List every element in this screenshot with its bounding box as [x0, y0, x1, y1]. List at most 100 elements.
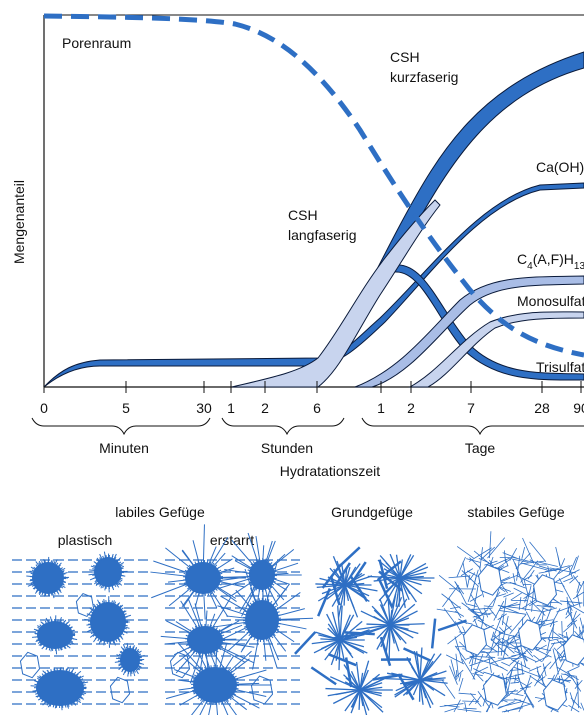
- porenraum-curve: [44, 16, 584, 355]
- grain: [32, 562, 64, 594]
- crystal: [519, 620, 542, 650]
- needle: [381, 637, 390, 666]
- fiber: [550, 608, 560, 626]
- crystal: [110, 677, 129, 702]
- brace: [32, 418, 210, 434]
- curve-label: langfaserig: [288, 227, 357, 243]
- fiber: [437, 609, 459, 613]
- curve-label: CSH: [390, 49, 420, 65]
- grain: [187, 626, 223, 654]
- fiber: [442, 680, 455, 699]
- fiber: [573, 592, 584, 599]
- fiber: [457, 709, 481, 712]
- fiber: [489, 608, 496, 617]
- label-part: C: [517, 251, 527, 267]
- label-part: Ca(OH): [536, 159, 584, 175]
- needle: [340, 640, 364, 653]
- label-part: (A,F)H: [533, 251, 574, 267]
- x-tick-label: 5: [122, 400, 130, 416]
- grain: [245, 600, 279, 640]
- fiber: [503, 632, 518, 652]
- caoh-band: [318, 183, 584, 366]
- crystal: [76, 594, 93, 617]
- x-tick-label: 6: [313, 400, 321, 416]
- fiber: [567, 667, 579, 673]
- y-axis-label: Mengenanteil: [11, 180, 27, 264]
- grain: [94, 557, 122, 587]
- fiber: [519, 696, 526, 712]
- fiber: [537, 562, 558, 567]
- grain: [185, 562, 221, 594]
- x-tick-label: 90: [573, 400, 584, 416]
- fiber: [462, 659, 475, 680]
- fiber: [539, 569, 561, 573]
- x-tick-label: 1: [227, 400, 235, 416]
- diagram: Porenraum CSH kurzfaserig CSH langfaseri…: [0, 0, 584, 715]
- group-label: Tage: [465, 440, 496, 456]
- fiber: [455, 581, 464, 594]
- fiber: [470, 693, 481, 707]
- fiber: [457, 546, 473, 558]
- label-sub: 13: [574, 261, 584, 272]
- fiber: [444, 608, 456, 624]
- x-tick-label: 2: [261, 400, 269, 416]
- fiber: [501, 662, 510, 666]
- fiber: [521, 662, 523, 675]
- fiber: [511, 593, 522, 600]
- fiber: [562, 621, 563, 637]
- fiber: [513, 573, 515, 583]
- fiber: [522, 547, 525, 559]
- fiber: [475, 672, 484, 681]
- crystal: [464, 625, 487, 655]
- fiber: [455, 582, 466, 605]
- brace: [222, 418, 344, 434]
- fiber: [503, 593, 513, 597]
- fiber: [568, 705, 579, 712]
- fiber: [461, 569, 473, 576]
- fiber: [535, 656, 549, 663]
- fiber: [463, 708, 476, 709]
- fiber: [566, 632, 567, 640]
- fiber: [459, 693, 476, 694]
- needle: [432, 619, 435, 649]
- fiber: [525, 675, 531, 694]
- group-label: Stunden: [261, 440, 313, 456]
- fiber: [459, 673, 461, 681]
- grain: [37, 621, 73, 649]
- fiber: [529, 666, 541, 671]
- structure-label: Grundgefüge: [331, 504, 413, 520]
- fiber: [456, 670, 457, 679]
- fiber: [465, 702, 467, 712]
- fiber: [454, 700, 460, 712]
- curve-label: C4(A,F)H13: [517, 251, 584, 272]
- grain: [90, 602, 126, 642]
- grain: [120, 648, 140, 672]
- curve-label: Porenraum: [62, 35, 131, 51]
- fiber: [469, 558, 479, 567]
- needle: [295, 632, 315, 654]
- curve-label: kurzfaserig: [390, 69, 458, 85]
- x-tick-label: 1: [377, 400, 385, 416]
- fiber: [499, 701, 524, 707]
- fiber: [442, 594, 461, 609]
- fiber: [456, 670, 463, 677]
- fiber: [542, 675, 543, 685]
- x-tick-label: 7: [467, 400, 475, 416]
- fiber: [475, 695, 481, 704]
- grain: [36, 670, 84, 706]
- fiber: [563, 620, 577, 632]
- structure-label: plastisch: [58, 532, 112, 548]
- fiber: [577, 594, 580, 608]
- fiber: [491, 663, 503, 668]
- fiber: [451, 659, 456, 680]
- crystal: [534, 575, 557, 605]
- x-tick-label: 2: [407, 400, 415, 416]
- structure-label: stabiles Gefüge: [467, 504, 564, 520]
- grain: [193, 667, 237, 703]
- curve-label: CSH: [288, 207, 318, 223]
- x-tick-label: 0: [40, 400, 48, 416]
- needle: [366, 624, 390, 625]
- crystal: [544, 680, 567, 710]
- needle: [311, 667, 336, 684]
- microstructure: [12, 524, 584, 715]
